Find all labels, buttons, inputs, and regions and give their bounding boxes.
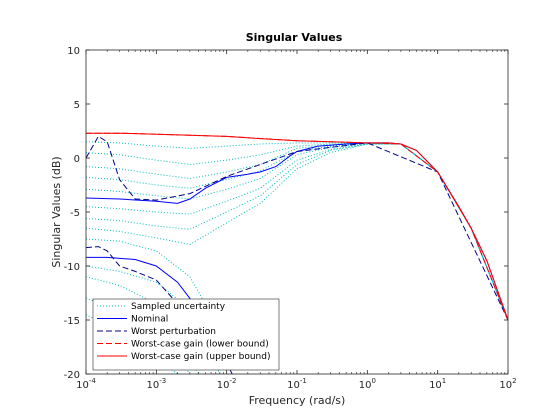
y-tick-label: -20	[64, 370, 80, 381]
legend-label-0: Sampled uncertainty	[131, 302, 226, 312]
legend-label-2: Worst perturbation	[131, 327, 216, 337]
x-tick-base: 10	[146, 380, 159, 391]
series-0-line-8	[86, 143, 508, 321]
x-tick-base: 10	[429, 380, 442, 391]
series-0-line-6	[86, 143, 508, 321]
series-2-line-0	[86, 135, 508, 321]
series-0-line-10	[86, 265, 221, 374]
x-tick-label: 10-2	[217, 377, 237, 391]
x-tick-base: 10	[217, 380, 230, 391]
x-tick-exponent: 0	[371, 377, 375, 385]
y-tick-label: 0	[74, 154, 80, 165]
y-tick-label: -15	[64, 316, 80, 327]
x-tick-label: 10-3	[146, 377, 166, 391]
x-tick-exponent: 2	[512, 377, 516, 385]
legend: Sampled uncertainty Nominal Worst perturba…	[92, 298, 280, 371]
y-tick-label: 5	[74, 100, 80, 111]
x-tick-base: 10	[499, 380, 512, 391]
x-tick-exponent: 1	[442, 377, 446, 385]
series-0-line-9	[86, 238, 228, 342]
x-tick-label: 101	[429, 377, 446, 391]
x-tick-exponent: -4	[89, 377, 97, 385]
series-4-line-0	[86, 132, 508, 321]
x-axis-label: Frequency (rad/s)	[249, 394, 346, 407]
chart-title: Singular Values	[246, 31, 343, 44]
x-tick-exponent: -3	[159, 377, 166, 385]
y-tick-label: 10	[67, 46, 80, 57]
x-tick-base: 10	[76, 380, 89, 391]
x-tick-base: 10	[359, 380, 372, 391]
legend-label-4: Worst-case gain (upper bound)	[131, 352, 270, 362]
y-tick-label: -10	[64, 262, 80, 273]
y-axis-label: Singular Values (dB)	[50, 156, 63, 267]
x-tick-exponent: -1	[300, 377, 307, 385]
x-tick-label: 100	[359, 377, 376, 391]
series-2-line-1	[86, 246, 233, 374]
legend-box	[92, 298, 280, 371]
x-tick-label: 10-4	[76, 377, 96, 391]
x-tick-label: 10-1	[287, 377, 307, 391]
x-tick-base: 10	[287, 380, 300, 391]
legend-label-1: Nominal	[131, 315, 168, 325]
x-tick-label: 102	[499, 377, 516, 391]
y-tick-label: -5	[70, 208, 80, 219]
legend-label-3: Worst-case gain (lower bound)	[131, 340, 269, 350]
x-tick-exponent: -2	[230, 377, 237, 385]
